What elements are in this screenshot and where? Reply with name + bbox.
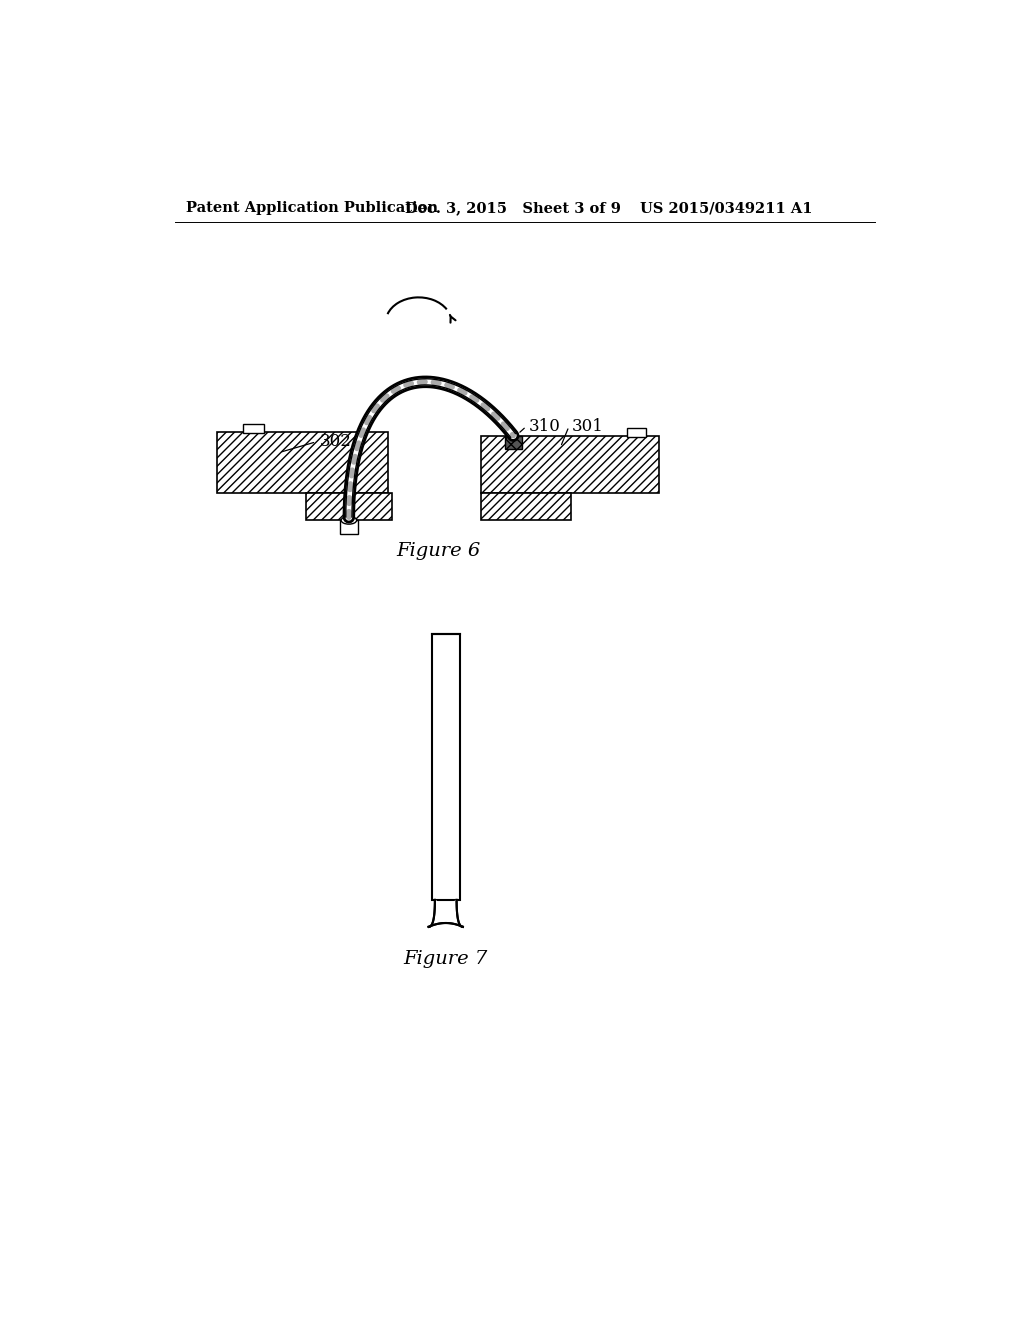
Bar: [432, 635, 460, 900]
Bar: [243, 424, 263, 433]
Bar: [217, 432, 388, 494]
Text: 301: 301: [571, 418, 603, 434]
Polygon shape: [429, 900, 463, 927]
Text: 310: 310: [528, 418, 560, 434]
Text: Figure 6: Figure 6: [396, 543, 480, 560]
Bar: [505, 436, 521, 449]
Ellipse shape: [341, 516, 356, 524]
Bar: [306, 494, 391, 520]
Bar: [627, 428, 646, 437]
Text: Patent Application Publication: Patent Application Publication: [186, 202, 438, 215]
Text: 302: 302: [321, 433, 352, 450]
Bar: [480, 494, 571, 520]
Text: US 2015/0349211 A1: US 2015/0349211 A1: [640, 202, 812, 215]
Text: Dec. 3, 2015   Sheet 3 of 9: Dec. 3, 2015 Sheet 3 of 9: [406, 202, 622, 215]
Text: Figure 7: Figure 7: [403, 950, 487, 968]
Bar: [340, 520, 358, 535]
Bar: [480, 436, 658, 494]
